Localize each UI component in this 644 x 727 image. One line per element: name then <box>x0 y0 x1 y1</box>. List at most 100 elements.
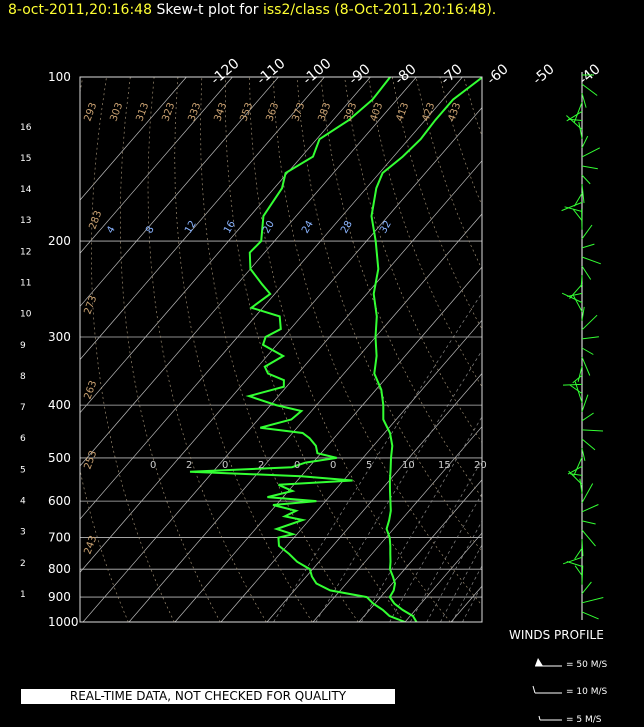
mixing-ratio-4 <box>315 349 482 622</box>
dry-adiabat-453 <box>607 77 644 622</box>
dry-adiabat-383 <box>439 77 482 207</box>
pressure-label-200: 200 <box>48 234 71 248</box>
top-temp--90: -90 <box>346 61 374 88</box>
height-label-16: 16 <box>20 123 32 133</box>
pressure-label-600: 600 <box>48 494 71 508</box>
dry-label-303: 303 <box>108 101 125 123</box>
dry-adiabat-323 <box>296 77 482 553</box>
wind-barb-50 <box>581 529 596 547</box>
mixing-ratio-28 <box>451 565 482 622</box>
dry-label-313: 313 <box>134 101 151 123</box>
height-label-14: 14 <box>20 185 32 195</box>
dry-adiabat-303 <box>249 77 451 622</box>
pressure-label-300: 300 <box>48 330 71 344</box>
wind-barb-30 <box>581 347 594 355</box>
wind-barb-31 <box>581 356 591 376</box>
legend-flag-50 <box>535 658 543 666</box>
dry-adiabat-353 <box>368 77 482 388</box>
dry-adiabat-443 <box>583 77 644 622</box>
top-temp--50: -50 <box>530 61 558 88</box>
temperature-trace <box>370 77 482 622</box>
isotherm--100 <box>80 77 325 361</box>
moist-label-3: 2 <box>258 460 264 471</box>
mixing-ratio-12 <box>389 459 482 622</box>
mixing-ratio-24 <box>440 544 482 622</box>
dry-adiabat-313 <box>272 77 482 606</box>
wind-legend-5: = 5 M/S <box>566 715 602 725</box>
wind-barb-10 <box>581 165 598 170</box>
mixing-label-4: 4 <box>105 224 118 235</box>
wind-barb-15 <box>564 206 583 212</box>
dry-adiabat-283 <box>200 77 359 622</box>
dry-adiabat-393 <box>463 77 482 138</box>
dry-label-253-lower: 253 <box>82 449 99 471</box>
pressure-label-500: 500 <box>48 451 71 465</box>
height-label-15: 15 <box>20 154 31 164</box>
height-label-13: 13 <box>20 216 31 226</box>
pressure-label-800: 800 <box>48 562 71 576</box>
dry-label-363: 363 <box>264 101 281 123</box>
height-label-7: 7 <box>20 403 26 413</box>
dry-adiabat-413 <box>511 77 644 622</box>
wind-barb-57 <box>581 581 592 595</box>
height-label-10: 10 <box>20 310 32 320</box>
dry-adiabat-233 <box>80 77 129 622</box>
winds-profile-label: WINDS PROFILE <box>509 628 604 642</box>
isotherm--70 <box>80 77 463 520</box>
wind-barb-1 <box>581 83 598 96</box>
wind-barb-8 <box>581 135 589 149</box>
wind-barb-21 <box>581 265 592 280</box>
isotherm--90 <box>80 77 371 414</box>
dry-label-343: 343 <box>212 101 229 123</box>
moist-label-6: 5 <box>366 460 372 471</box>
moist-label-5: 0 <box>330 460 336 471</box>
wind-barb-41 <box>581 447 586 461</box>
pressure-label-700: 700 <box>48 531 71 545</box>
mixing-label-24: 24 <box>300 219 316 236</box>
wind-barb-2 <box>581 93 587 108</box>
mixing-ratio-8 <box>361 416 482 622</box>
height-label-8: 8 <box>20 372 26 382</box>
height-label-5: 5 <box>20 465 26 475</box>
moist-label-0: 0 <box>150 460 156 471</box>
pressure-label-1000: 1000 <box>48 615 79 629</box>
dry-label-403: 403 <box>368 101 385 123</box>
isotherm--120 <box>80 77 233 254</box>
wind-barb-3 <box>573 102 583 123</box>
chart-title: 8-oct-2011,20:16:48 Skew-t plot for iss2… <box>8 2 496 18</box>
dry-adiabat-433 <box>559 77 644 622</box>
isotherm-0 <box>312 426 482 622</box>
wind-barb-11 <box>581 174 591 185</box>
isotherm-10 <box>358 479 482 622</box>
isotherm--30 <box>174 266 482 622</box>
mixing-label-12: 12 <box>183 219 199 236</box>
dry-adiabat-263 <box>147 77 267 622</box>
wind-barb-42 <box>573 456 583 476</box>
wind-barb-40 <box>581 438 596 451</box>
wind-barb-23 <box>569 283 583 299</box>
wind-barb-13 <box>573 193 583 207</box>
isotherm--50 <box>82 160 482 622</box>
dewpoint-trace <box>189 77 406 622</box>
dry-label-293: 293 <box>82 101 99 123</box>
wind-barb-55 <box>574 565 583 576</box>
height-label-6: 6 <box>20 434 26 444</box>
title-stamp: (8-Oct-2011,20:16:48). <box>334 2 497 18</box>
pressure-label-900: 900 <box>48 590 71 604</box>
isotherm--110 <box>80 77 279 307</box>
wind-barb-59 <box>581 611 599 620</box>
dry-label-373: 373 <box>290 101 307 123</box>
wind-barb-26 <box>573 295 583 312</box>
title-source: iss2/class <box>262 2 330 18</box>
wind-barb-24 <box>567 292 583 297</box>
height-label-4: 4 <box>20 496 26 506</box>
height-label-1: 1 <box>20 590 26 600</box>
mixing-ratio-16 <box>409 492 482 622</box>
height-label-9: 9 <box>20 341 26 351</box>
wind-barb-16 <box>573 209 583 221</box>
isotherm--40 <box>128 213 482 622</box>
isotherm--80 <box>80 77 417 467</box>
isotherm--10 <box>266 372 482 622</box>
title-date: 8-oct-2011,20:16:48 <box>8 2 152 18</box>
dry-label-413: 413 <box>394 101 411 123</box>
